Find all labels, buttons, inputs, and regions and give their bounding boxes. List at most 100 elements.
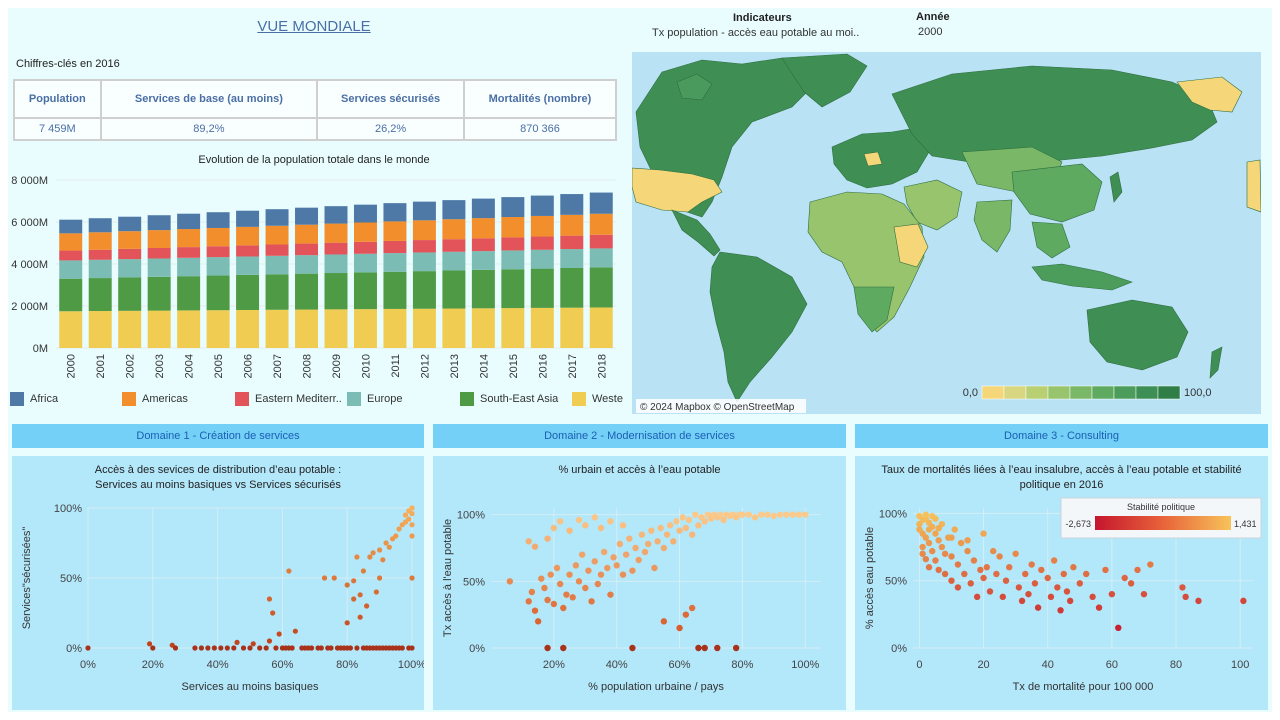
scatter-point[interactable]	[357, 614, 363, 620]
scatter-point[interactable]	[150, 645, 156, 651]
map-region-china[interactable]	[1011, 163, 1103, 223]
scatter-point[interactable]	[409, 575, 415, 581]
bar-segment[interactable]	[118, 248, 142, 260]
bar-segment[interactable]	[59, 278, 83, 312]
scatter-point[interactable]	[670, 538, 677, 545]
bar-segment[interactable]	[442, 251, 466, 271]
scatter-point[interactable]	[622, 551, 630, 558]
scatter-point[interactable]	[538, 575, 545, 582]
scatter-point[interactable]	[409, 522, 415, 528]
scatter-point[interactable]	[651, 564, 658, 572]
scatter-point[interactable]	[999, 593, 1007, 601]
kpi-value-mortality[interactable]: 870 366	[462, 117, 618, 141]
map-region-usa[interactable]	[632, 167, 723, 213]
scatter-point[interactable]	[938, 543, 946, 551]
bar-segment[interactable]	[206, 246, 230, 258]
bar-segment[interactable]	[295, 273, 319, 310]
scatter-point[interactable]	[922, 511, 930, 518]
scatter-point[interactable]	[1025, 590, 1032, 598]
bar-segment[interactable]	[236, 274, 260, 310]
scatter-point[interactable]	[547, 571, 554, 578]
scatter-point[interactable]	[393, 533, 399, 539]
scatter-point[interactable]	[951, 526, 958, 533]
map-region-poland[interactable]	[863, 151, 883, 167]
scatter-point[interactable]	[553, 564, 561, 572]
scatter-point[interactable]	[1063, 588, 1071, 595]
scatter-point[interactable]	[619, 522, 627, 529]
map-region-greenland-east-edge[interactable]	[1246, 159, 1261, 213]
scatter-point[interactable]	[993, 570, 1000, 578]
bar-segment[interactable]	[412, 201, 436, 221]
scatter-point[interactable]	[641, 548, 649, 556]
scatter-point[interactable]	[270, 610, 276, 616]
scatter-point[interactable]	[692, 511, 699, 518]
bar-segment[interactable]	[324, 254, 348, 274]
bar-segment[interactable]	[412, 308, 436, 348]
scatter-point[interactable]	[935, 566, 942, 574]
bar-segment[interactable]	[383, 253, 407, 272]
population-bar-chart[interactable]: 0M 2 000M 4 000M 6 000M 8 000M 2000 2001 2002 20…	[8, 172, 628, 382]
map-region-south-america[interactable]	[709, 251, 808, 403]
scatter-point[interactable]	[1034, 604, 1042, 611]
scatter-point[interactable]	[308, 645, 315, 651]
scatter-point[interactable]	[347, 645, 354, 651]
scatter-point[interactable]	[925, 539, 933, 547]
bar-segment[interactable]	[118, 259, 142, 278]
scatter-point[interactable]	[591, 514, 598, 521]
bar-segment[interactable]	[501, 250, 525, 270]
scatter-point[interactable]	[1022, 570, 1029, 578]
bar-segment[interactable]	[412, 271, 436, 309]
map-region-east-africa[interactable]	[893, 223, 929, 268]
scatter-point[interactable]	[541, 584, 548, 592]
scatter1-chart[interactable]: 0% 50% 100% 0% 20% 40% 60% 80% 100% Services au m…	[12, 496, 424, 710]
bar-segment[interactable]	[59, 311, 83, 348]
scatter-point[interactable]	[172, 645, 179, 651]
scatter-point[interactable]	[1044, 574, 1051, 582]
bar-segment[interactable]	[177, 276, 201, 311]
scatter-point[interactable]	[1095, 604, 1103, 611]
scatter-point[interactable]	[660, 618, 668, 625]
scatter-point[interactable]	[922, 555, 930, 563]
scatter-point[interactable]	[663, 531, 671, 538]
scatter-point[interactable]	[1015, 584, 1023, 591]
scatter-point[interactable]	[980, 574, 987, 582]
scatter-point[interactable]	[597, 524, 605, 532]
scatter-point[interactable]	[925, 564, 933, 571]
scatter-point[interactable]	[679, 514, 686, 521]
kpi-value-basic-services[interactable]: 89,2%	[99, 117, 319, 141]
scatter-point[interactable]	[954, 584, 962, 591]
bar-segment[interactable]	[353, 309, 377, 348]
scatter-point[interactable]	[377, 547, 383, 553]
scatter-point[interactable]	[1182, 593, 1189, 601]
map-region-india[interactable]	[973, 199, 1013, 253]
bar-segment[interactable]	[88, 278, 112, 312]
bar-segment[interactable]	[265, 244, 289, 256]
bar-segment[interactable]	[324, 309, 348, 348]
map-region-japan[interactable]	[1109, 171, 1123, 203]
scatter-point[interactable]	[789, 511, 796, 518]
scatter-point[interactable]	[594, 580, 602, 588]
scatter-point[interactable]	[635, 556, 642, 564]
kpi-header-mortality[interactable]: Mortalités (nombre)	[462, 79, 618, 119]
scatter-point[interactable]	[964, 537, 971, 544]
scatter-point[interactable]	[732, 644, 740, 652]
scatter-point[interactable]	[977, 566, 984, 574]
scatter-point[interactable]	[344, 620, 350, 626]
scatter-point[interactable]	[654, 538, 661, 545]
bar-segment[interactable]	[501, 269, 525, 309]
bar-segment[interactable]	[501, 197, 525, 218]
scatter-point[interactable]	[250, 641, 256, 647]
scatter-point[interactable]	[751, 514, 759, 521]
scatter-point[interactable]	[996, 553, 1003, 560]
bar-segment[interactable]	[589, 248, 613, 268]
bar-segment[interactable]	[353, 241, 377, 254]
domain-1-header[interactable]: Domaine 1 - Création de services	[12, 424, 424, 448]
bar-segment[interactable]	[59, 219, 83, 234]
bar-segment[interactable]	[530, 195, 554, 216]
scatter-point[interactable]	[989, 547, 997, 555]
scatter-point[interactable]	[1102, 566, 1109, 574]
scatter-point[interactable]	[688, 531, 696, 538]
scatter-point[interactable]	[676, 527, 683, 534]
scatter-point[interactable]	[344, 582, 350, 588]
world-map[interactable]: © 2024 Mapbox © OpenStreetMap 0,0 100,0	[632, 52, 1261, 414]
